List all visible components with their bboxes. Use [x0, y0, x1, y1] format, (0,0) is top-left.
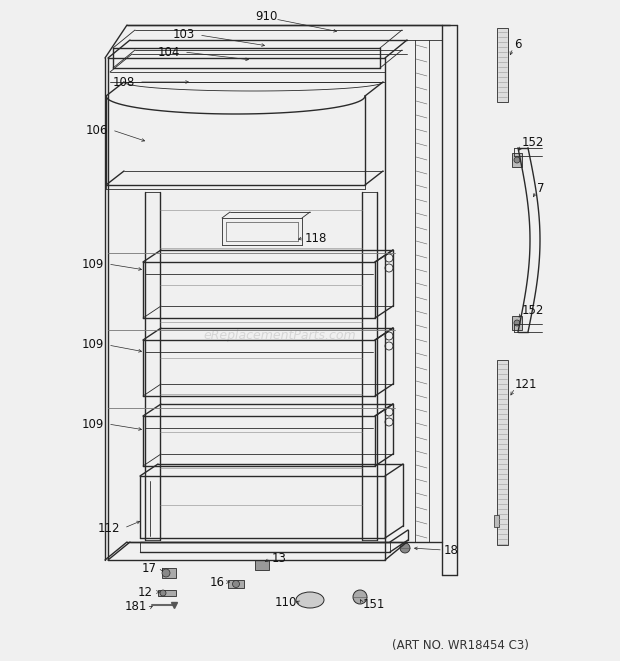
- Bar: [497, 28, 508, 102]
- Bar: [158, 590, 176, 596]
- Text: 17: 17: [142, 561, 157, 574]
- Text: 151: 151: [363, 598, 386, 611]
- Circle shape: [514, 320, 520, 326]
- Text: 106: 106: [86, 124, 108, 137]
- Text: 109: 109: [82, 338, 104, 352]
- Circle shape: [162, 569, 170, 577]
- Text: 109: 109: [82, 418, 104, 430]
- Text: 152: 152: [522, 137, 544, 149]
- Text: 910: 910: [255, 11, 277, 24]
- Circle shape: [353, 590, 367, 604]
- Bar: [162, 568, 176, 578]
- Bar: [497, 360, 508, 545]
- Text: 110: 110: [275, 596, 297, 609]
- Bar: [494, 515, 499, 527]
- Text: 112: 112: [97, 522, 120, 535]
- Text: 121: 121: [515, 379, 538, 391]
- Text: 7: 7: [537, 182, 544, 194]
- Circle shape: [400, 543, 410, 553]
- Bar: [512, 153, 522, 167]
- Text: 16: 16: [210, 576, 225, 588]
- Bar: [255, 560, 269, 570]
- Text: 13: 13: [272, 551, 287, 564]
- Text: 6: 6: [514, 38, 521, 52]
- Circle shape: [160, 590, 166, 596]
- Ellipse shape: [296, 592, 324, 608]
- Text: 152: 152: [522, 303, 544, 317]
- Circle shape: [232, 580, 239, 588]
- Text: 109: 109: [82, 258, 104, 270]
- Text: (ART NO. WR18454 C3): (ART NO. WR18454 C3): [392, 639, 528, 652]
- Text: eReplacementParts.com: eReplacementParts.com: [204, 329, 356, 342]
- Text: 18: 18: [444, 543, 459, 557]
- Text: 118: 118: [305, 231, 327, 245]
- Text: 12: 12: [138, 586, 153, 598]
- Text: 103: 103: [173, 28, 195, 42]
- Circle shape: [514, 157, 520, 163]
- Bar: [512, 316, 522, 330]
- Text: 181: 181: [125, 600, 147, 613]
- Text: 108: 108: [113, 75, 135, 89]
- Bar: [228, 580, 244, 588]
- Text: 104: 104: [157, 46, 180, 59]
